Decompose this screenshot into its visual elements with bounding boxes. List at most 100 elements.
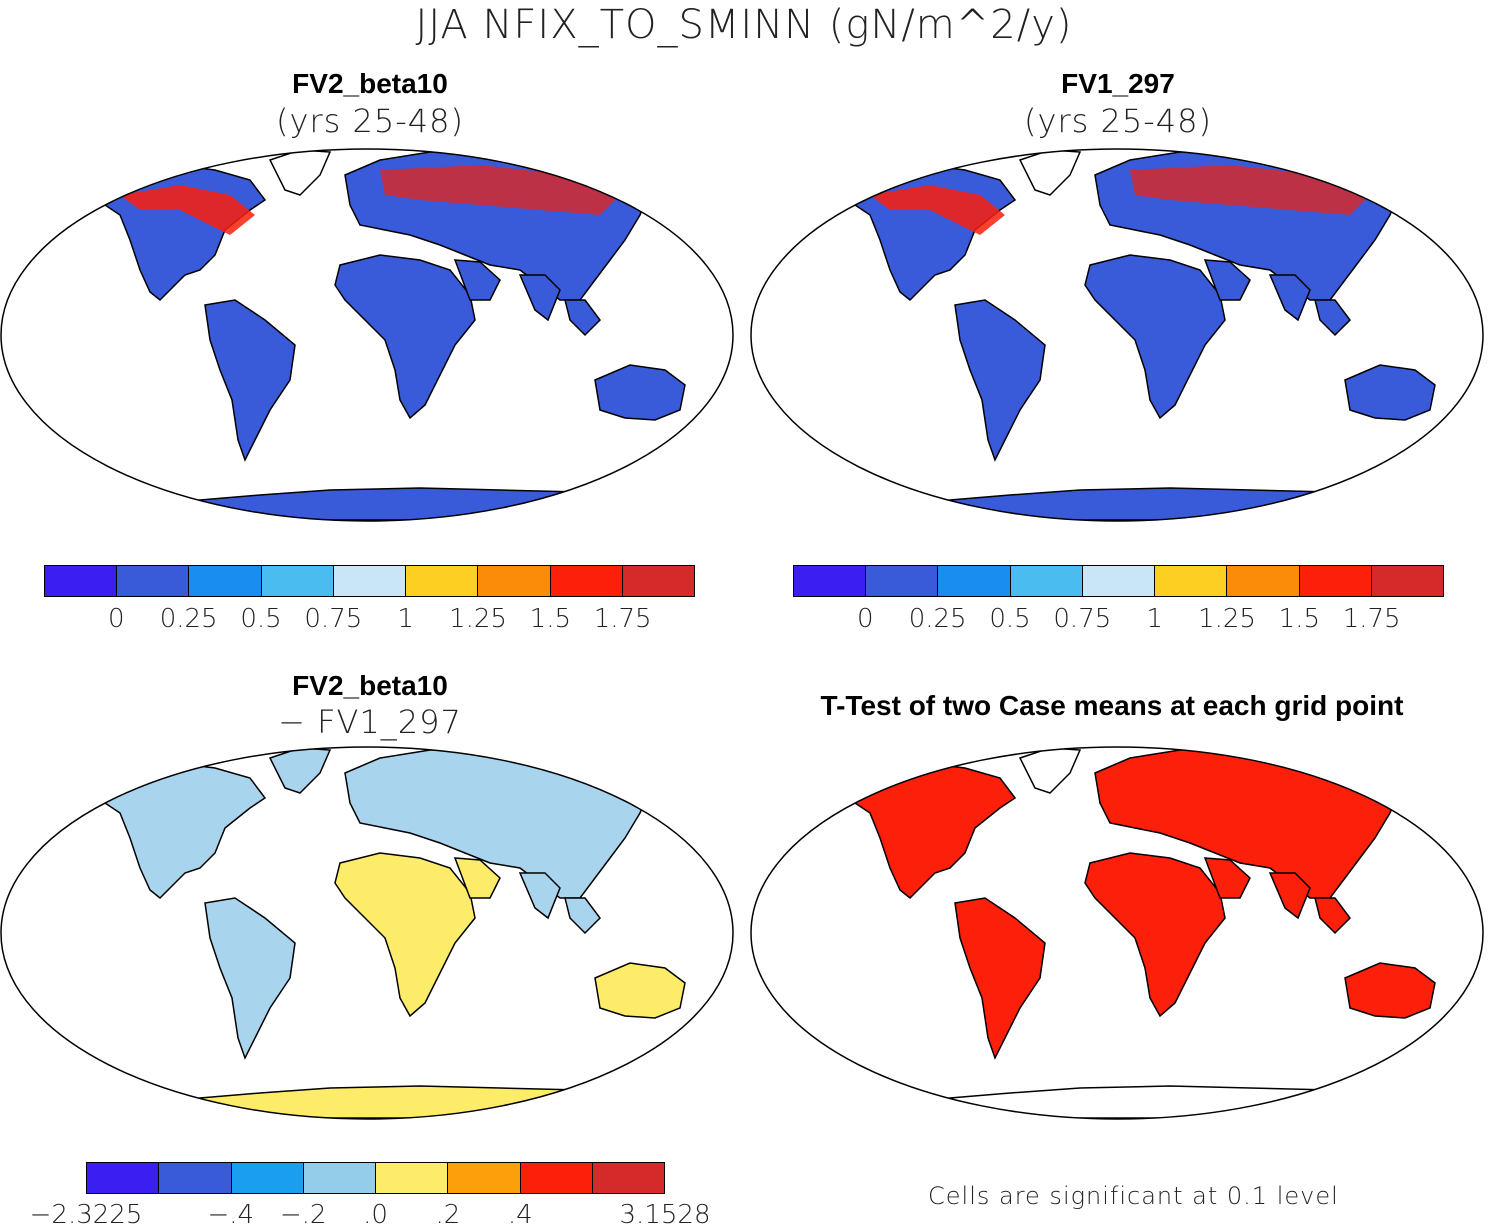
map-border	[0, 746, 734, 1120]
colorbar-tick-label: 0.25	[908, 604, 967, 634]
continent-southAmerica	[954, 299, 1046, 462]
colorbar-swatch	[520, 1163, 593, 1193]
colorbar-swatch	[622, 566, 694, 596]
colorbar-tick-label: −2.3225	[29, 1200, 143, 1230]
colorbar-swatch	[159, 1163, 232, 1193]
continent-africa	[334, 852, 476, 1018]
colorbar-panel2-ticks: 0 0.25 0.5 0.75 1 1.25 1.5 1.75	[793, 604, 1444, 634]
panel2-title: FV1_297	[1061, 68, 1175, 99]
high-value-region	[120, 185, 255, 235]
panel4-title: T-Test of two Case means at each grid po…	[820, 690, 1404, 721]
colorbar-swatch	[1082, 566, 1156, 596]
colorbar-swatch	[303, 1163, 376, 1193]
continent-arabia	[1203, 259, 1251, 301]
continent-southAmerica	[204, 299, 296, 462]
colorbar-tick-label: 0	[108, 604, 125, 634]
map-border	[750, 148, 1484, 522]
continent-india	[518, 872, 561, 920]
continent-arabia	[453, 259, 501, 301]
colorbar-swatch	[87, 1163, 160, 1193]
colorbar-panel1-ticks: 0 0.25 0.5 0.75 1 1.25 1.5 1.75	[44, 604, 695, 634]
colorbar-tick-label: −.2	[279, 1200, 327, 1230]
continent-africa	[1084, 852, 1226, 1018]
continent-seAsia	[1314, 299, 1351, 337]
colorbar-swatch	[117, 566, 190, 596]
colorbar-swatch	[189, 566, 262, 596]
ttest-note: Cells are significant at 0.1 level	[928, 1182, 1339, 1210]
colorbar-tick-label: .0	[363, 1200, 388, 1230]
continent-seAsia	[564, 299, 601, 337]
continent-africa	[334, 254, 476, 420]
colorbar-tick-label: 1.25	[1198, 604, 1256, 634]
colorbar-panel2	[793, 565, 1444, 597]
colorbar-tick-label: 1.5	[529, 604, 572, 634]
continent-australia	[594, 962, 686, 1019]
colorbar-swatch	[866, 566, 939, 596]
colorbar-tick-label: .2	[435, 1200, 461, 1230]
figure-title: JJA NFIX_TO_SMINN (gN/m^2/y)	[415, 2, 1073, 48]
map-panel4	[750, 746, 1484, 1120]
continent-greenland	[268, 747, 332, 794]
colorbar-panel1	[44, 565, 695, 597]
continent-india	[518, 274, 561, 322]
continent-arabia	[453, 857, 501, 899]
continent-seAsia	[1314, 897, 1351, 935]
colorbar-tick-label: 1	[1146, 604, 1163, 634]
map-panel2	[750, 148, 1484, 522]
colorbar-tick-label: 0.75	[1053, 604, 1112, 634]
colorbar-swatch	[261, 566, 334, 596]
colorbar-tick-label: 0	[857, 604, 874, 634]
colorbar-swatch	[1371, 566, 1443, 596]
continent-africa	[1084, 254, 1226, 420]
continent-australia	[1344, 962, 1436, 1019]
map-panel1	[0, 148, 734, 522]
continent-greenland	[1018, 747, 1082, 794]
colorbar-swatch	[478, 566, 551, 596]
continent-northAmerica	[844, 762, 1017, 900]
colorbar-tick-label: 1.75	[1342, 604, 1401, 634]
colorbar-tick-label: 0.25	[159, 604, 218, 634]
colorbar-swatch	[45, 566, 118, 596]
colorbar-swatch	[1227, 566, 1300, 596]
continent-greenland	[268, 149, 332, 196]
colorbar-swatch	[1155, 566, 1228, 596]
continent-australia	[1344, 364, 1436, 421]
map-border	[750, 746, 1484, 1120]
panel2-subtitle: (yrs 25-48)	[1024, 102, 1212, 140]
colorbar-swatch	[406, 566, 479, 596]
continent-greenland	[1018, 149, 1082, 196]
panel3-subtitle: − FV1_297	[278, 703, 462, 741]
colorbar-swatch	[1299, 566, 1372, 596]
colorbar-tick-label: 1.25	[449, 604, 507, 634]
colorbar-tick-label: .4	[507, 1200, 533, 1230]
high-value-region	[870, 185, 1005, 235]
colorbar-swatch	[794, 566, 867, 596]
colorbar-swatch	[550, 566, 623, 596]
colorbar-swatch	[231, 1163, 304, 1193]
map-panel3	[0, 746, 734, 1120]
continent-australia	[594, 364, 686, 421]
colorbar-difference-ticks: −2.3225 −.4 −.2 .0 .2 .4 3.1528	[30, 1200, 711, 1230]
colorbar-tick-label: 0.5	[989, 604, 1031, 634]
panel1-subtitle: (yrs 25-48)	[276, 102, 464, 140]
colorbar-tick-label: −.4	[207, 1200, 255, 1230]
continent-southAmerica	[204, 897, 296, 1060]
continent-arabia	[1203, 857, 1251, 899]
continent-india	[1268, 274, 1311, 322]
continent-seAsia	[564, 897, 601, 935]
colorbar-tick-label: 1.5	[1278, 604, 1321, 634]
colorbar-swatch	[448, 1163, 521, 1193]
colorbar-tick-label: 0.5	[240, 604, 282, 634]
colorbar-tick-label: 1	[397, 604, 414, 634]
continent-northAmerica	[94, 762, 267, 900]
panel3-title: FV2_beta10	[292, 670, 448, 701]
continent-india	[1268, 872, 1311, 920]
colorbar-swatch	[376, 1163, 449, 1193]
colorbar-tick-label: 0.75	[304, 604, 363, 634]
colorbar-tick-label: 3.1528	[619, 1200, 711, 1230]
colorbar-difference	[86, 1162, 665, 1194]
colorbar-swatch	[1010, 566, 1083, 596]
colorbar-swatch	[938, 566, 1011, 596]
panel1-title: FV2_beta10	[292, 68, 448, 99]
colorbar-swatch	[333, 566, 407, 596]
